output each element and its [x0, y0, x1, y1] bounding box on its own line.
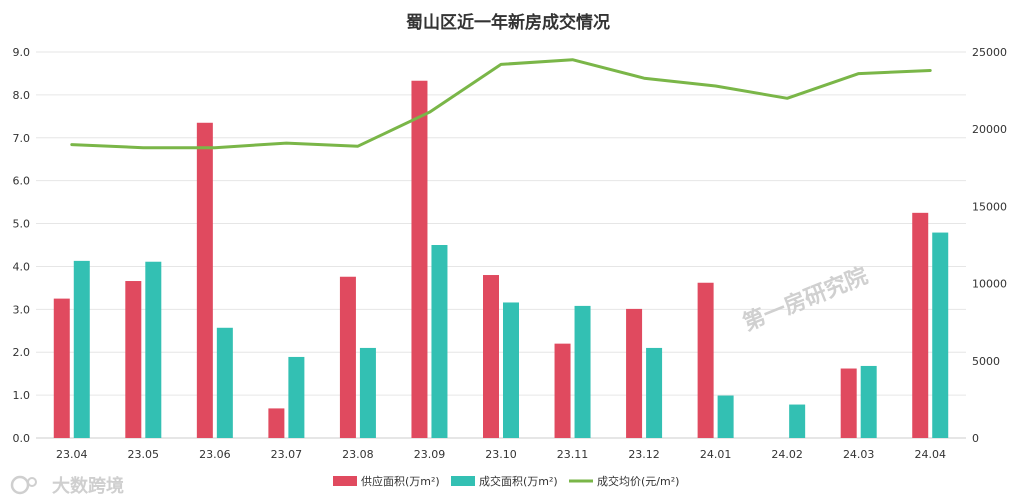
right-tick-label: 5000 [972, 355, 1000, 368]
watermark-corner-logo: 大数跨境 [10, 475, 124, 497]
x-tick-label: 23.12 [628, 448, 660, 461]
left-tick-label: 6.0 [13, 175, 31, 188]
x-tick-label: 23.09 [414, 448, 446, 461]
supply-bar [196, 122, 213, 439]
x-tick-label: 24.02 [771, 448, 803, 461]
left-tick-label: 9.0 [13, 46, 31, 59]
x-tick-label: 24.04 [914, 448, 946, 461]
supply-bar [125, 281, 142, 438]
left-tick-label: 3.0 [13, 303, 31, 316]
chart-title: 蜀山区近一年新房成交情况 [406, 12, 610, 33]
x-tick-label: 23.04 [56, 448, 88, 461]
x-tick-label: 23.07 [271, 448, 303, 461]
x-tick-label: 23.08 [342, 448, 374, 461]
legend-label: 供应面积(万m²) [361, 474, 440, 488]
left-tick-label: 4.0 [13, 260, 31, 273]
transaction-bar [145, 261, 162, 438]
transaction-bar [216, 327, 233, 438]
transaction-bar [359, 347, 376, 438]
right-axis: 0 5000 10000 15000 20000 25000 [972, 46, 1007, 445]
right-tick-label: 25000 [972, 46, 1007, 59]
right-tick-label: 0 [972, 432, 979, 445]
legend-swatch [451, 476, 475, 486]
transaction-bar [932, 232, 949, 438]
left-tick-label: 0.0 [13, 432, 31, 445]
transaction-bar [860, 365, 877, 438]
bars [53, 80, 949, 439]
supply-bar [554, 343, 571, 438]
supply-bar [268, 408, 285, 438]
transaction-bar [646, 347, 663, 438]
supply-bar [626, 308, 643, 438]
left-tick-label: 1.0 [13, 389, 31, 402]
left-axis: 0.0 1.0 2.0 3.0 4.0 5.0 6.0 7.0 8.0 9.0 [13, 46, 31, 445]
supply-bar [53, 298, 70, 438]
right-tick-label: 10000 [972, 278, 1007, 291]
supply-bar [912, 212, 929, 438]
left-tick-label: 5.0 [13, 218, 31, 231]
legend-swatch [333, 476, 357, 486]
transaction-bar [789, 404, 806, 438]
x-axis: 23.04 23.05 23.06 23.07 23.08 23.09 23.10 23.11… [56, 448, 946, 461]
supply-bar [483, 275, 499, 438]
watermark-corner: 大数跨境 [52, 475, 124, 497]
x-tick-label: 23.10 [485, 448, 517, 461]
left-tick-label: 2.0 [13, 346, 31, 359]
transaction-bar [574, 305, 591, 438]
supply-bar [339, 276, 356, 438]
x-tick-label: 23.11 [557, 448, 589, 461]
x-tick-label: 24.01 [700, 448, 732, 461]
x-tick-label: 23.06 [199, 448, 231, 461]
logo-ring-icon [10, 475, 30, 495]
logo-dot-icon [27, 477, 37, 487]
grid [36, 51, 966, 439]
legend-label: 成交面积(万m²) [479, 474, 558, 488]
x-tick-label: 24.03 [843, 448, 875, 461]
supply-bar [411, 80, 428, 438]
supply-bar [840, 368, 857, 438]
transaction-bar [503, 302, 519, 438]
watermark-center: 第一房研究院 [739, 263, 871, 337]
x-tick-label: 23.05 [128, 448, 160, 461]
price-line-layer [70, 58, 932, 150]
price-line [70, 58, 932, 150]
legend-label: 成交均价(元/m²) [597, 474, 679, 488]
transaction-bar [73, 260, 90, 438]
legend: 供应面积(万m²) 成交面积(万m²) 成交均价(元/m²) [333, 474, 679, 488]
right-tick-label: 20000 [972, 123, 1007, 136]
transaction-bar [288, 356, 305, 438]
transaction-bar [717, 395, 734, 438]
supply-bar [697, 282, 714, 438]
transaction-bar [431, 245, 448, 438]
right-tick-label: 15000 [972, 200, 1007, 213]
left-tick-label: 8.0 [13, 89, 31, 102]
left-tick-label: 7.0 [13, 132, 31, 145]
